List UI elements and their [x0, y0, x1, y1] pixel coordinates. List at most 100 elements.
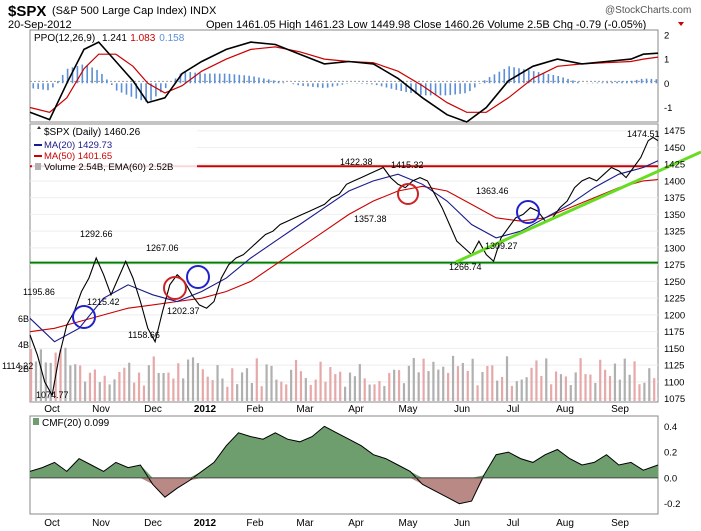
price-tick-label: 1475	[664, 126, 685, 137]
volume-bar	[201, 369, 204, 401]
volume-tick-label: 4B	[18, 340, 29, 350]
ppo-hist-bar	[523, 69, 525, 84]
ppo-hist-bar	[66, 68, 69, 84]
volume-bar	[103, 375, 106, 401]
ppo-hist-bar	[155, 83, 157, 97]
ppo-hist-bar	[331, 83, 334, 87]
price-tick-label: 1175	[664, 327, 684, 338]
ppo-hist-bar	[86, 65, 89, 84]
x-tick-label: 2012	[194, 404, 217, 415]
volume-bar	[530, 367, 533, 401]
ppo-axis: 2 1 0 -1	[664, 30, 672, 114]
volume-bar	[64, 347, 67, 401]
volume-bar	[486, 365, 489, 401]
x-tick-label: Feb	[246, 404, 264, 415]
ppo-hist-bar	[400, 83, 403, 92]
ppo-hist-bar	[626, 81, 628, 84]
x-tick-label: Oct	[44, 404, 60, 415]
volume-bar	[290, 369, 293, 401]
volume-bar	[172, 378, 175, 401]
volume-bar	[211, 380, 214, 401]
ppo-hist-bar	[91, 67, 93, 84]
volume-bar	[240, 372, 244, 401]
ppo-hist-bar	[297, 83, 299, 86]
ppo-hist-bar	[493, 74, 496, 84]
volume-bar	[569, 385, 572, 401]
ppo-hist-bar	[366, 83, 368, 85]
trend-line	[455, 150, 701, 264]
volume-bar	[623, 358, 626, 401]
ppo-hist-bar	[361, 83, 363, 84]
volume-bar	[550, 384, 553, 401]
volume-bar	[388, 372, 391, 401]
ppo-hist-bar	[341, 83, 344, 85]
ppo-hist-bar	[415, 83, 417, 94]
ppo-hist-bar	[272, 80, 275, 84]
volume-bar	[182, 378, 185, 401]
volume-bar	[187, 359, 190, 401]
volume-bar	[128, 362, 131, 401]
ppo-hist-bar	[184, 71, 187, 84]
ppo-value: 1.241	[102, 33, 127, 44]
ppo-hist-bar	[150, 83, 152, 101]
volume-bar	[515, 381, 518, 401]
annotation-label: 1422.38	[340, 157, 373, 167]
ppo-hist-bar	[537, 72, 540, 84]
price-grid	[30, 130, 658, 400]
volume-bar	[456, 366, 460, 401]
volume-bar	[412, 357, 415, 401]
volume-bar	[496, 380, 499, 401]
date-label: 20-Sep-2012	[8, 19, 72, 31]
volume-bar	[319, 361, 322, 401]
cmf-axis: 0.4 0.2 0.0 -0.2	[664, 422, 680, 510]
volume-bar	[604, 369, 607, 401]
ppo-hist-bar	[601, 82, 604, 84]
price-line	[29, 136, 659, 397]
ppo-hist-bar	[635, 79, 638, 84]
ppo-hist-bar	[223, 73, 226, 84]
ppo-hist-bar	[164, 83, 167, 89]
volume-bar	[353, 376, 357, 401]
x-tick-label: Mar	[296, 404, 314, 415]
volume-bar	[216, 365, 219, 401]
ppo-hist-bar	[552, 75, 555, 84]
x-tick-label: May	[399, 404, 418, 415]
price-tick-label: 1300	[664, 243, 685, 254]
volume-bar	[427, 371, 430, 401]
ppo-hist-bar	[375, 83, 378, 86]
volume-legend: Volume 2.54B, EMA(60) 2.52B	[44, 162, 173, 173]
price-panel: 1475 1450 1425 1400 1375 1350 1325 1300 1275 1250…	[2, 123, 701, 405]
x-axis-labels: Oct Nov Dec 2012 Feb Mar Apr May Jun Jul Aug Sep	[44, 404, 629, 415]
cmf-tick-label: 0.0	[664, 473, 677, 484]
volume-bar	[447, 372, 450, 401]
ppo-hist-bar	[645, 78, 648, 84]
ppo-hist-bar	[616, 81, 618, 84]
volume-bar	[584, 374, 587, 401]
x-tick-label: Aug	[556, 404, 574, 415]
ppo-hist-bar	[135, 83, 138, 99]
annotation-label: 1215.42	[87, 297, 120, 307]
x-tick-label: Jun	[454, 404, 470, 415]
ppo-hist-bar	[547, 74, 550, 84]
ppo-hist-bar	[621, 81, 623, 84]
volume-bar	[245, 368, 249, 401]
cmf-positive-area	[30, 426, 658, 478]
volume-bar	[417, 372, 420, 401]
volume-bar	[437, 369, 440, 401]
ppo-hist-bar	[160, 83, 162, 93]
ppo-hist-value: 0.158	[159, 33, 184, 44]
volume-bar	[545, 358, 548, 401]
ppo-legend-label: PPO(12,26,9)	[34, 33, 95, 44]
volume-bar	[123, 367, 126, 401]
annotation-label: 1267.06	[146, 243, 179, 253]
ppo-hist-bar	[474, 83, 476, 88]
ppo-hist-bar	[120, 83, 123, 93]
ma50-line	[29, 179, 659, 333]
volume-bar	[74, 364, 77, 401]
volume-bar	[280, 381, 283, 401]
price-annotations: 1474.51 1422.38 1415.32 1357.38 1363.46 …	[2, 129, 660, 400]
volume-axis: 6B 4B 2B	[18, 314, 29, 374]
ppo-hist-bar	[459, 83, 461, 94]
x-tick-label: Sep	[611, 518, 629, 529]
